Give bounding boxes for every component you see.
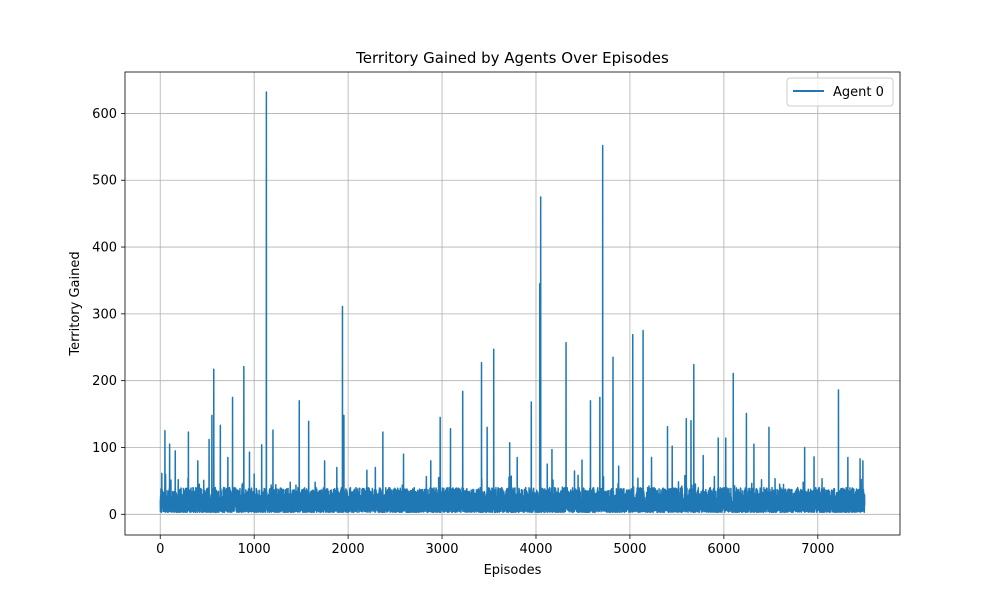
y-tick-label: 300 — [92, 307, 117, 322]
x-tick-label: 7000 — [801, 542, 834, 557]
y-axis: 0 100 200 300 400 500 600 — [92, 107, 125, 523]
x-tick-label: 0 — [156, 542, 164, 557]
grid-lines — [125, 72, 900, 535]
y-tick-label: 500 — [92, 174, 117, 189]
x-axis-label: Episodes — [484, 563, 542, 578]
y-tick-label: 0 — [109, 508, 117, 523]
series-line-agent-0 — [159, 91, 866, 514]
plot-frame — [124, 71, 901, 536]
x-axis: 0 1000 2000 3000 4000 5000 6000 7000 — [156, 535, 834, 557]
x-tick-label: 5000 — [613, 542, 646, 557]
y-tick-label: 400 — [92, 241, 117, 256]
y-tick-label: 100 — [92, 441, 117, 456]
x-tick-label: 4000 — [519, 542, 552, 557]
legend-label: Agent 0 — [833, 85, 884, 100]
legend-box — [786, 77, 894, 107]
y-axis-label: Territory Gained — [68, 251, 83, 356]
y-tick-label: 600 — [92, 107, 117, 122]
plot-area — [125, 72, 900, 535]
x-tick-label: 2000 — [332, 542, 365, 557]
x-tick-label: 1000 — [238, 542, 271, 557]
legend: Agent 0 — [786, 77, 894, 107]
y-tick-label: 200 — [92, 374, 117, 389]
x-tick-label: 6000 — [707, 542, 740, 557]
series-layer — [159, 91, 866, 514]
x-tick-label: 3000 — [425, 542, 458, 557]
chart-title: Territory Gained by Agents Over Episodes — [355, 49, 669, 67]
